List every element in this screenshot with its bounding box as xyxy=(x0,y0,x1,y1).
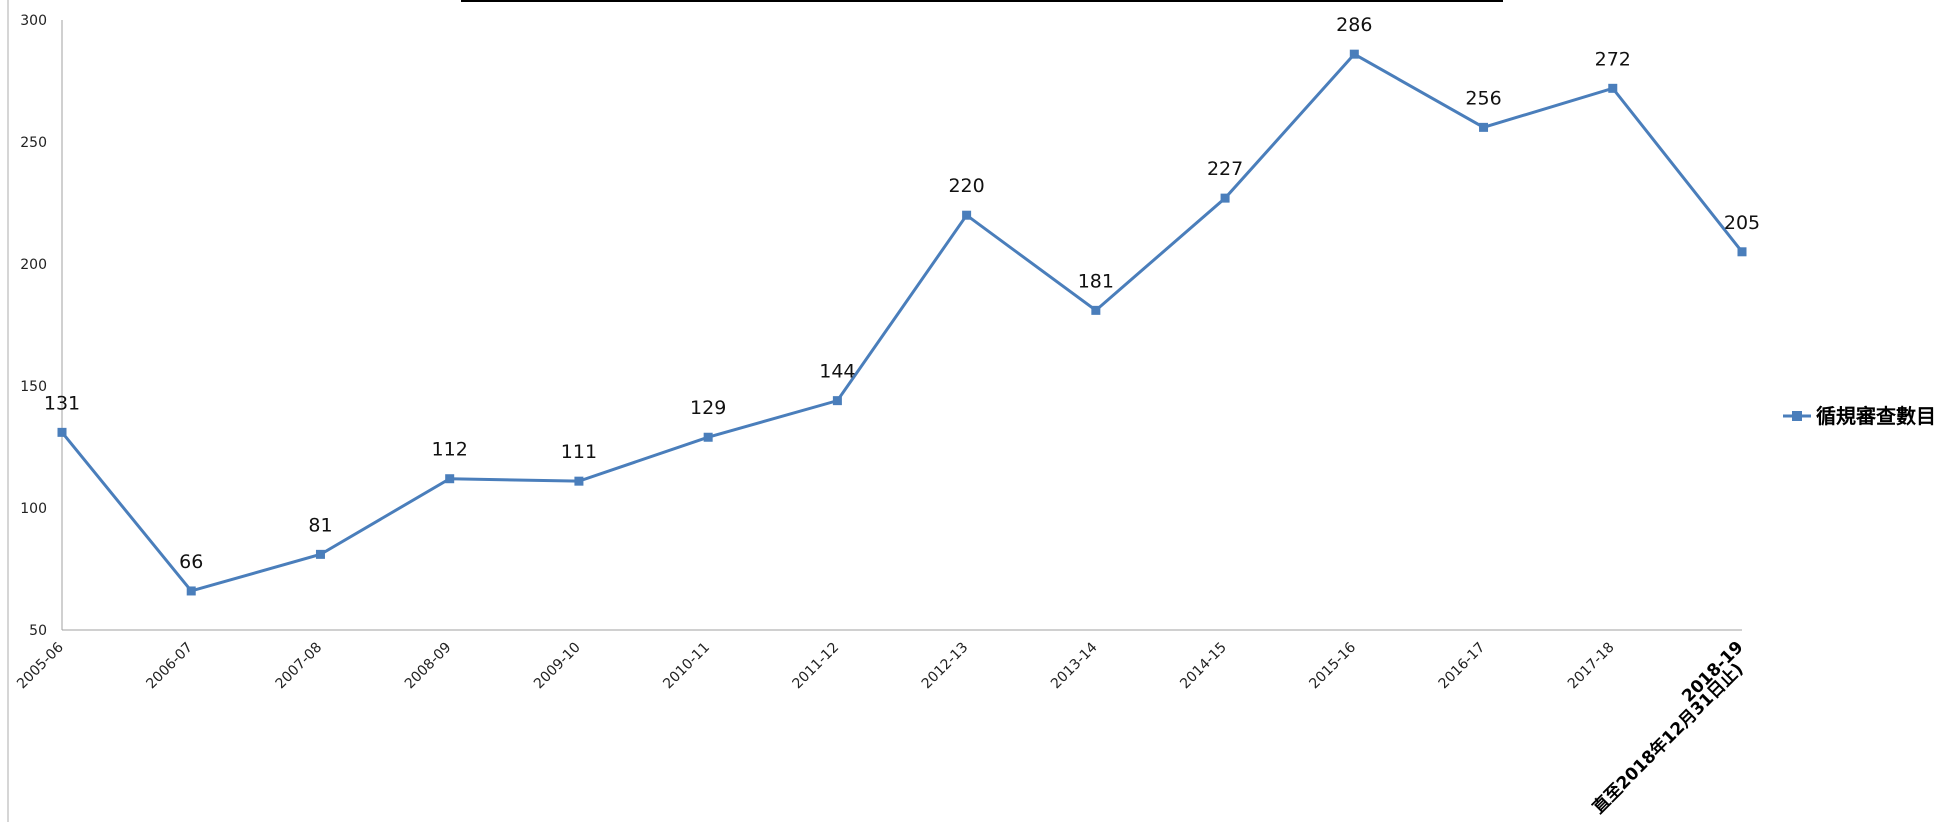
y-tick-label: 100 xyxy=(20,501,47,517)
series-point xyxy=(1479,122,1489,132)
data-label: 112 xyxy=(432,439,468,461)
series-markers xyxy=(57,49,1747,596)
data-label: 181 xyxy=(1078,270,1114,292)
x-tick-label: 2008-09 xyxy=(402,640,455,693)
data-label: 286 xyxy=(1336,14,1372,36)
x-tick-label-note: 直至2018年12月31日止) xyxy=(1588,659,1747,818)
data-label: 256 xyxy=(1465,87,1501,109)
y-tick-label: 50 xyxy=(29,623,47,639)
data-label: 129 xyxy=(690,397,726,419)
x-tick-label: 2016-17 xyxy=(1436,640,1489,693)
x-tick-label: 2010-11 xyxy=(660,640,713,693)
data-label: 227 xyxy=(1207,158,1243,180)
data-label: 144 xyxy=(819,361,855,383)
series-line xyxy=(60,52,1744,593)
x-tick-label: 2009-10 xyxy=(531,640,584,693)
legend-marker-swatch xyxy=(1792,411,1802,421)
legend: 循規審查數目 xyxy=(1783,404,1936,428)
series-point xyxy=(57,427,67,437)
data-label: 272 xyxy=(1595,48,1631,70)
data-label: 66 xyxy=(179,551,203,573)
series-point xyxy=(1220,193,1230,203)
legend-label: 循規審查數目 xyxy=(1816,404,1936,428)
data-label: 220 xyxy=(948,175,984,197)
series-point xyxy=(445,474,455,484)
y-tick-labels: 50 100 150 200 250 300 xyxy=(20,13,47,639)
series-point xyxy=(1608,83,1618,93)
series-point xyxy=(832,396,842,406)
x-tick-label: 2006-07 xyxy=(143,640,196,693)
series-point xyxy=(962,210,972,220)
x-tick-label: 2011-12 xyxy=(790,640,843,693)
series-point xyxy=(703,432,713,442)
data-labels: 131 66 81 112 111 129 144 220 181 227 286 256 272 205 xyxy=(44,14,1760,573)
y-tick-label: 250 xyxy=(20,135,47,151)
x-tick-label: 2005-06 xyxy=(14,639,67,692)
x-tick-label: 2017-18 xyxy=(1565,640,1618,693)
x-tick-label: 2013-14 xyxy=(1048,639,1101,692)
y-tick-label: 200 xyxy=(20,257,47,273)
data-label: 131 xyxy=(44,392,80,414)
data-label: 81 xyxy=(308,514,332,536)
series-point xyxy=(1737,247,1747,257)
series-point xyxy=(1349,49,1359,59)
series-point xyxy=(315,549,325,559)
x-tick-label: 2012-13 xyxy=(919,640,972,693)
y-tick-label: 150 xyxy=(20,379,47,395)
data-label: 111 xyxy=(561,441,597,463)
series-point xyxy=(186,586,196,596)
x-tick-labels: 2005-06 2006-07 2007-08 2008-09 2009-10 2010-… xyxy=(14,637,1747,818)
series-point xyxy=(574,476,584,486)
y-tick-label: 300 xyxy=(20,13,47,29)
series-point xyxy=(1091,305,1101,315)
x-tick-label: 2007-08 xyxy=(273,640,326,693)
x-tick-label: 2014-15 xyxy=(1177,640,1230,693)
data-label: 205 xyxy=(1724,212,1760,234)
x-tick-label: 2015-16 xyxy=(1306,639,1359,692)
